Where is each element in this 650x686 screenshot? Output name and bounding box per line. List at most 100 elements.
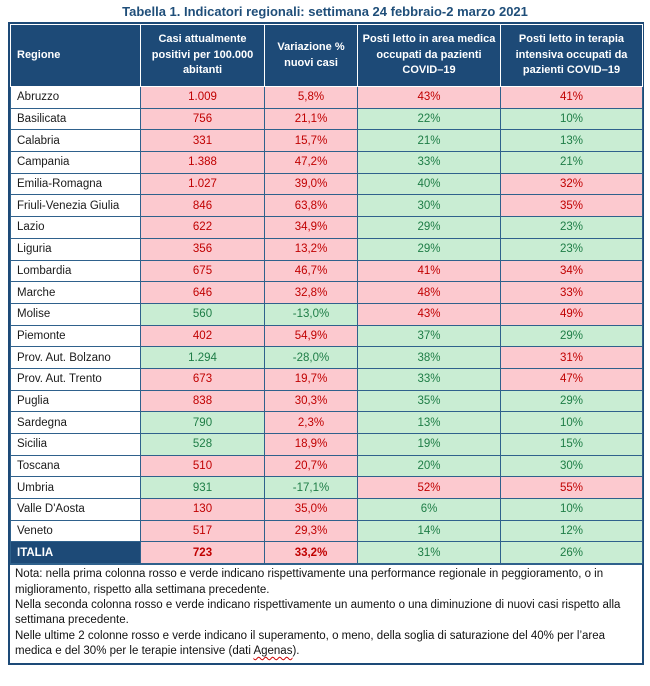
value-cell: 20% <box>357 454 501 478</box>
value-cell: 49% <box>500 302 643 326</box>
value-cell: 1.027 <box>140 172 265 196</box>
table-header: Regione Casi attualmente positivi per 100… <box>10 24 643 87</box>
value-cell: 19,7% <box>264 367 358 391</box>
note-line-2: Nella seconda colonna rosso e verde indi… <box>15 598 621 627</box>
table-row: Valle D'Aosta 130 35,0% 6% 10% <box>10 498 643 521</box>
value-cell: 34% <box>500 259 643 283</box>
region-cell: Prov. Aut. Bolzano <box>10 346 141 369</box>
value-cell: 838 <box>140 389 265 413</box>
value-cell: -13,0% <box>264 302 358 326</box>
region-cell: Abruzzo <box>10 86 141 109</box>
region-cell: Valle D'Aosta <box>10 498 141 521</box>
note-agenas-word: Agenas <box>253 645 293 658</box>
region-cell: Liguria <box>10 237 141 261</box>
header-row: Regione Casi attualmente positivi per 100… <box>10 24 643 87</box>
note-line-1: Nota: nella prima colonna rosso e verde … <box>15 568 604 596</box>
value-cell: 40% <box>357 172 501 196</box>
table-row: Veneto 517 29,3% 14% 12% <box>10 519 643 543</box>
value-cell: 26% <box>500 541 643 565</box>
region-cell: Campania <box>10 151 141 174</box>
value-cell: 29% <box>357 237 501 261</box>
table-row: Abruzzo 1.009 5,8% 43% 41% <box>10 86 643 109</box>
value-cell: 19% <box>357 433 501 456</box>
value-cell: 331 <box>140 129 265 153</box>
region-cell: Lazio <box>10 216 141 239</box>
region-cell: Friuli-Venezia Giulia <box>10 194 141 218</box>
value-cell: 1.009 <box>140 86 265 109</box>
value-cell: 47,2% <box>264 151 358 174</box>
table-row: Prov. Aut. Bolzano 1.294 -28,0% 38% 31% <box>10 346 643 369</box>
value-cell: 846 <box>140 194 265 218</box>
region-cell: Basilicata <box>10 107 141 131</box>
value-cell: -17,1% <box>264 476 358 500</box>
value-cell: 20,7% <box>264 454 358 478</box>
value-cell: 63,8% <box>264 194 358 218</box>
value-cell: 30% <box>357 194 501 218</box>
value-cell: 5,8% <box>264 86 358 109</box>
region-cell: Prov. Aut. Trento <box>10 367 141 391</box>
value-cell: 33,2% <box>264 541 358 565</box>
value-cell: 33% <box>500 281 643 304</box>
value-cell: 21,1% <box>264 107 358 131</box>
column-header: Casi attualmente positivi per 100.000 ab… <box>140 24 265 87</box>
value-cell: 41% <box>500 86 643 109</box>
value-cell: 517 <box>140 519 265 543</box>
value-cell: 22% <box>357 107 501 131</box>
region-cell: Toscana <box>10 454 141 478</box>
value-cell: 29% <box>500 389 643 413</box>
table-row: Liguria 356 13,2% 29% 23% <box>10 237 643 261</box>
value-cell: 35,0% <box>264 498 358 521</box>
value-cell: 130 <box>140 498 265 521</box>
value-cell: 10% <box>500 411 643 434</box>
value-cell: 35% <box>357 389 501 413</box>
value-cell: 756 <box>140 107 265 131</box>
column-header: Posti letto in area medica occupati da p… <box>357 24 501 87</box>
table-row: Piemonte 402 54,9% 37% 29% <box>10 324 643 348</box>
region-cell: ITALIA <box>10 541 141 565</box>
value-cell: 37% <box>357 324 501 348</box>
value-cell: 38% <box>357 346 501 369</box>
value-cell: 32% <box>500 172 643 196</box>
value-cell: 52% <box>357 476 501 500</box>
value-cell: 35% <box>500 194 643 218</box>
value-cell: 13% <box>500 129 643 153</box>
note: Nota: nella prima colonna rosso e verde … <box>10 564 642 663</box>
region-cell: Emilia-Romagna <box>10 172 141 196</box>
value-cell: 29% <box>357 216 501 239</box>
value-cell: 356 <box>140 237 265 261</box>
value-cell: 48% <box>357 281 501 304</box>
table-row: Sicilia 528 18,9% 19% 15% <box>10 433 643 456</box>
table-body: Abruzzo 1.009 5,8% 43% 41% Basilicata 756 21,1%… <box>10 86 643 565</box>
region-cell: Veneto <box>10 519 141 543</box>
value-cell: 33% <box>357 151 501 174</box>
table-row: Puglia 838 30,3% 35% 29% <box>10 389 643 413</box>
value-cell: -28,0% <box>264 346 358 369</box>
total-row: ITALIA 723 33,2% 31% 26% <box>10 541 643 565</box>
value-cell: 15% <box>500 433 643 456</box>
table-row: Calabria 331 15,7% 21% 13% <box>10 129 643 153</box>
value-cell: 39,0% <box>264 172 358 196</box>
table-row: Sardegna 790 2,3% 13% 10% <box>10 411 643 434</box>
value-cell: 12% <box>500 519 643 543</box>
table-row: Prov. Aut. Trento 673 19,7% 33% 47% <box>10 367 643 391</box>
table-row: Lombardia 675 46,7% 41% 34% <box>10 259 643 283</box>
value-cell: 675 <box>140 259 265 283</box>
value-cell: 2,3% <box>264 411 358 434</box>
indicators-table-container: Regione Casi attualmente positivi per 100… <box>8 22 644 665</box>
value-cell: 23% <box>500 216 643 239</box>
column-header: Posti letto in terapia intensiva occupat… <box>500 24 643 87</box>
indicators-table: Regione Casi attualmente positivi per 100… <box>10 24 643 565</box>
note-line-3-post: ). <box>292 645 300 658</box>
table-row: Campania 1.388 47,2% 33% 21% <box>10 151 643 174</box>
value-cell: 6% <box>357 498 501 521</box>
value-cell: 41% <box>357 259 501 283</box>
value-cell: 18,9% <box>264 433 358 456</box>
value-cell: 46,7% <box>264 259 358 283</box>
value-cell: 30% <box>500 454 643 478</box>
table-row: Lazio 622 34,9% 29% 23% <box>10 216 643 239</box>
column-header: Variazione % nuovi casi <box>264 24 358 87</box>
region-cell: Puglia <box>10 389 141 413</box>
value-cell: 43% <box>357 86 501 109</box>
value-cell: 54,9% <box>264 324 358 348</box>
table-title: Tabella 1. Indicatori regionali: settima… <box>122 4 528 19</box>
